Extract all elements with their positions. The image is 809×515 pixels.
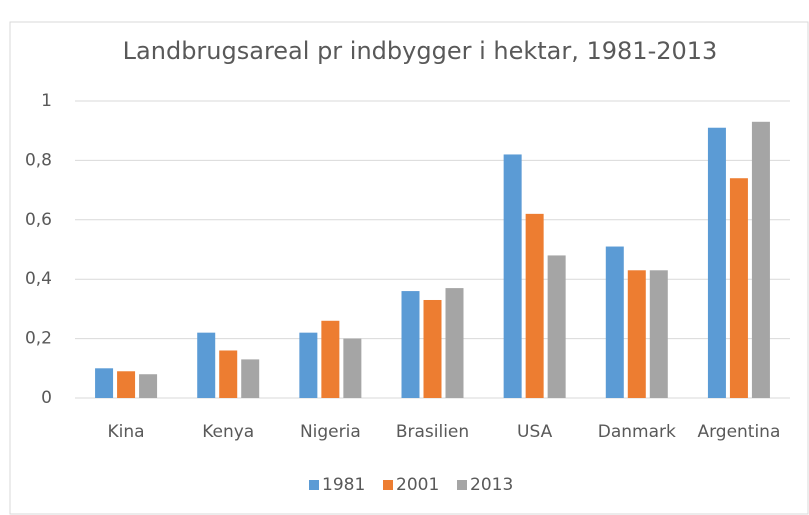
bar <box>95 368 114 398</box>
x-tick-label: Danmark <box>598 422 676 442</box>
x-tick-label: USA <box>517 422 553 442</box>
bar <box>321 320 340 398</box>
bar <box>299 332 318 398</box>
x-tick-label: Argentina <box>697 422 780 442</box>
x-tick-label: Kenya <box>202 422 254 442</box>
bar <box>525 213 544 398</box>
bar <box>423 299 442 398</box>
bar <box>503 154 522 398</box>
legend-label: 1981 <box>322 475 365 495</box>
bar <box>139 374 158 398</box>
y-tick-label: 0,4 <box>25 269 52 289</box>
bar <box>445 288 464 398</box>
bar <box>241 359 260 398</box>
legend-label: 2001 <box>396 475 439 495</box>
y-tick-label: 0,6 <box>25 210 52 230</box>
bar <box>707 127 726 398</box>
bar <box>547 255 566 398</box>
legend-swatch <box>309 480 319 490</box>
legend-label: 2013 <box>470 475 513 495</box>
bar <box>401 291 420 398</box>
bar <box>627 270 646 398</box>
bar <box>219 350 238 398</box>
y-tick-label: 1 <box>41 91 52 111</box>
bar <box>605 246 624 398</box>
bar <box>117 371 136 398</box>
x-tick-label: Kina <box>108 422 145 442</box>
bar <box>751 121 770 398</box>
chart-frame <box>9 21 809 515</box>
bar <box>729 178 748 398</box>
x-tick-label: Brasilien <box>396 422 469 442</box>
y-tick-label: 0 <box>41 388 52 408</box>
y-tick-label: 0,2 <box>25 329 52 349</box>
legend-swatch <box>457 480 467 490</box>
x-tick-label: Nigeria <box>300 422 361 442</box>
bar <box>649 270 668 398</box>
bar <box>197 332 216 398</box>
chart-title: Landbrugsareal pr indbygger i hektar, 19… <box>123 37 718 65</box>
bar <box>343 338 362 398</box>
legend-swatch <box>383 480 393 490</box>
y-tick-label: 0,8 <box>25 150 52 170</box>
